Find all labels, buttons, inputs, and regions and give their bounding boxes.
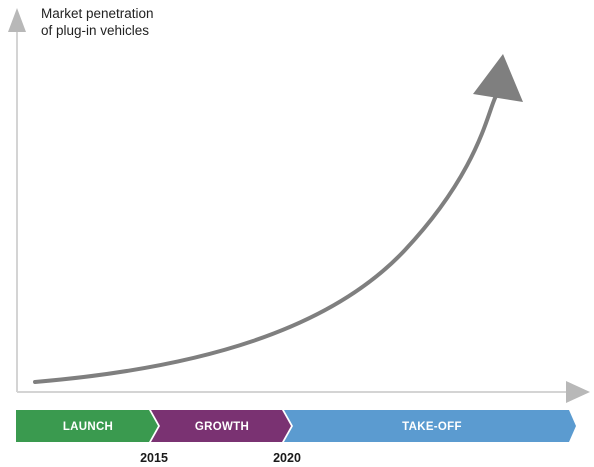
phase-growth-label: GROWTH [195,421,249,433]
phase-take-off-label: TAKE-OFF [402,421,462,433]
x-axis-arrow-icon [566,381,590,403]
phase-launch-label: LAUNCH [63,421,113,433]
y-axis-title-line-1: Market penetration [41,6,154,21]
year-2020-label: 2020 [273,451,301,465]
phase-launch [16,410,158,442]
phase-take-off [284,410,576,442]
year-2015-label: 2015 [140,451,168,465]
phase-growth [151,410,291,442]
y-axis-arrow-icon [8,8,26,32]
growth-curve [33,94,498,384]
curve-arrowhead-icon [473,54,523,102]
y-axis-title-line-2: of plug-in vehicles [41,23,149,38]
